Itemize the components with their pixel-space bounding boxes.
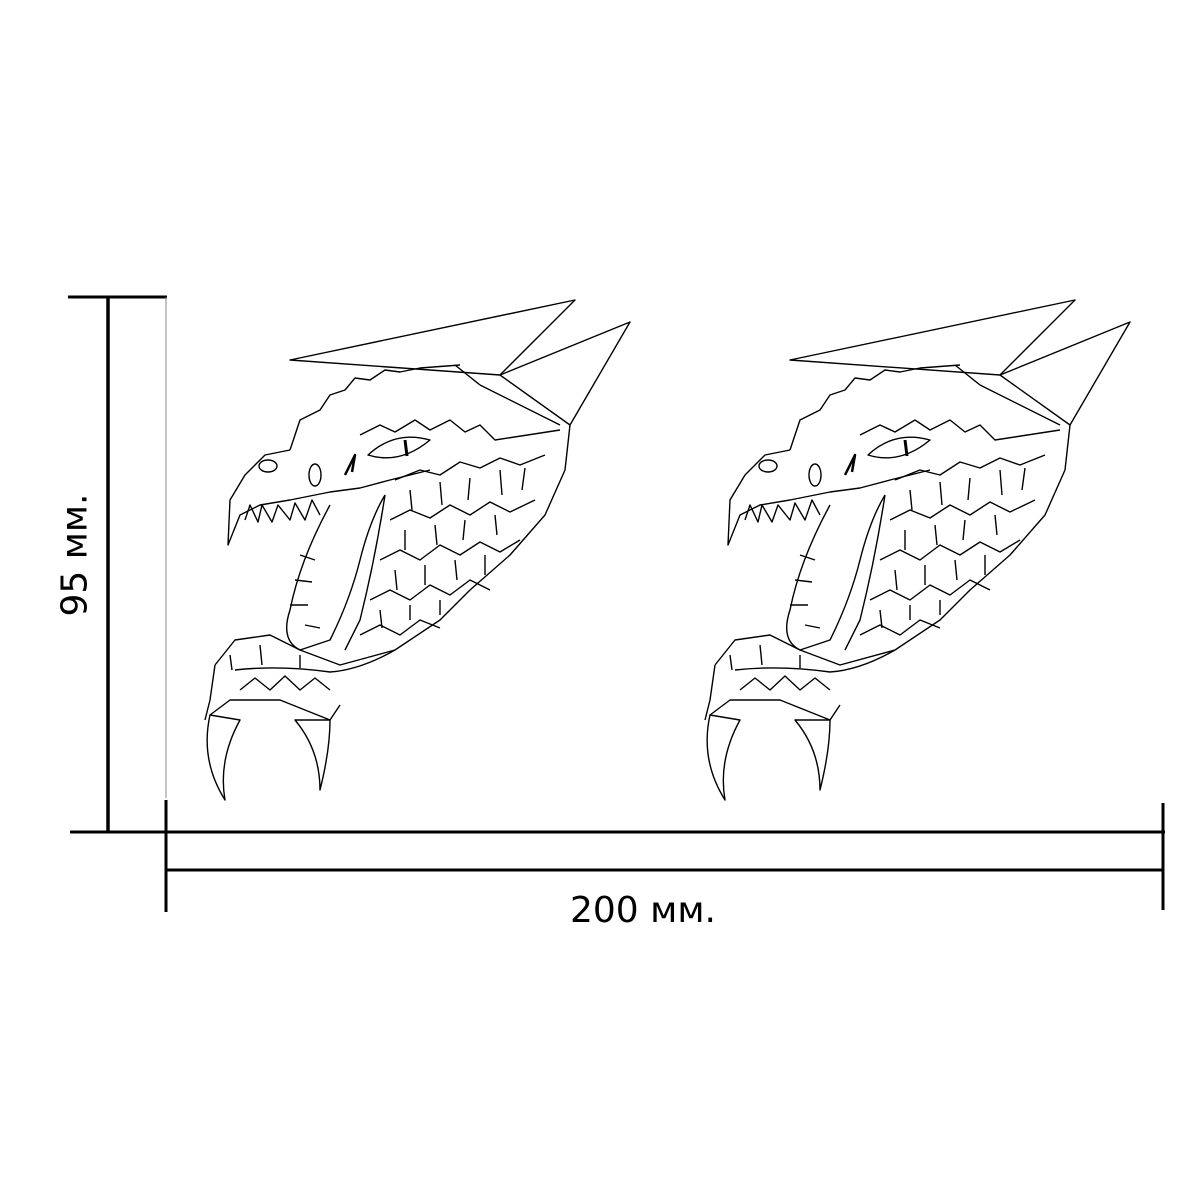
width-dimension — [164, 800, 1165, 912]
height-dimension — [68, 295, 1165, 834]
dragon-artwork-left — [203, 298, 632, 802]
height-dimension-label: 95 мм. — [54, 493, 96, 617]
dragon-artwork-right — [703, 298, 1132, 802]
width-dimension-label: 200 мм. — [570, 890, 716, 931]
